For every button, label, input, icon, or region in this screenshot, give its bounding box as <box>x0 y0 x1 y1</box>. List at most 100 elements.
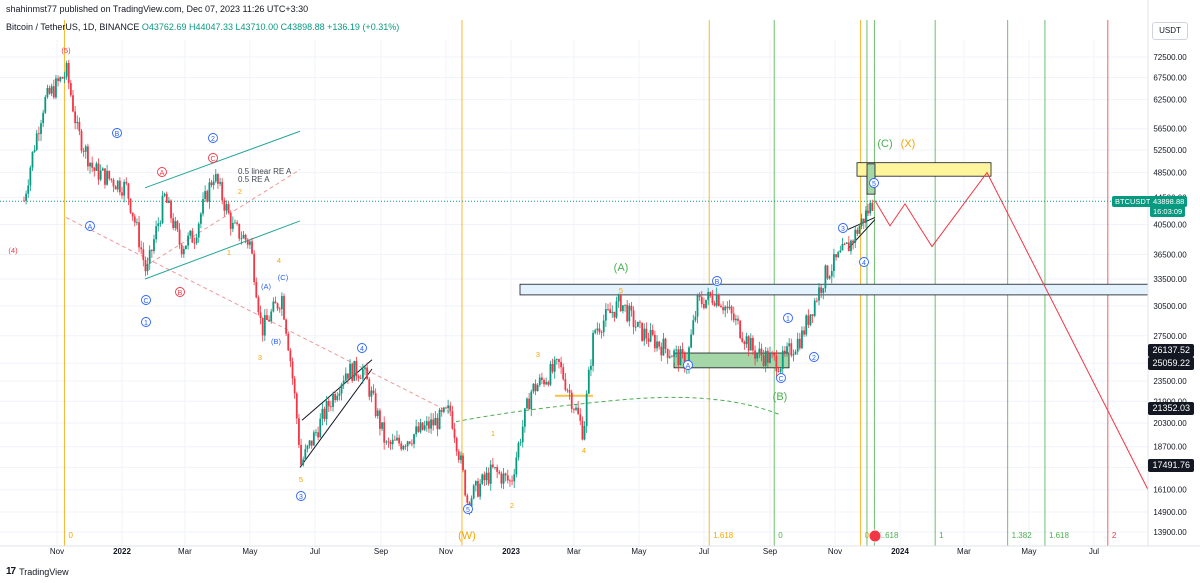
candle-body <box>673 350 675 357</box>
candle-body <box>869 202 872 214</box>
y-tick-label: 40500.00 <box>1153 220 1187 229</box>
candle-body <box>240 238 243 240</box>
candle-body <box>95 163 98 171</box>
candle-body <box>566 389 569 391</box>
wave-label: 2 <box>238 187 242 196</box>
candle-body <box>383 422 386 443</box>
y-tick-label: 33500.00 <box>1153 275 1187 284</box>
candle-body <box>368 379 371 397</box>
candle-body <box>413 434 415 444</box>
candle-body <box>285 319 288 334</box>
candle-body <box>52 86 55 98</box>
candle-body <box>376 410 379 416</box>
candle-body <box>796 338 799 352</box>
candle-body <box>611 311 614 314</box>
candle-body <box>421 422 424 430</box>
annotation-label: 0.5 linear RE A <box>238 167 292 176</box>
candle-body <box>419 422 422 432</box>
candle-body <box>860 218 863 227</box>
candle-body <box>624 304 626 306</box>
candle-body <box>185 245 187 250</box>
wave-label: 3 <box>841 226 845 233</box>
candle-body <box>630 305 633 311</box>
candle-body <box>404 446 407 447</box>
candle-body <box>291 361 294 379</box>
currency-button[interactable]: USDT <box>1152 22 1188 40</box>
y-tick-label: 21900.00 <box>1153 397 1187 406</box>
candle-body <box>231 222 234 229</box>
wave-label: 5 <box>872 181 876 188</box>
candle-body <box>666 348 669 358</box>
candle-body <box>681 349 684 354</box>
wave-label: 4 <box>582 446 586 455</box>
axes: 72500.00 67500.00 62500.00 56500.00 52500.00… <box>0 0 1200 556</box>
candle-body <box>155 226 158 240</box>
candle-body <box>745 336 748 345</box>
candle-body <box>500 473 503 484</box>
candle-body <box>204 191 207 199</box>
candle-body <box>101 168 104 171</box>
fib-time-label: 1.618 <box>713 531 734 540</box>
wave-label: (C) <box>877 138 892 150</box>
candle-body <box>410 443 413 445</box>
candle-body <box>425 421 428 426</box>
candle-body <box>779 368 782 372</box>
candle-body <box>564 379 567 390</box>
candle-body <box>828 276 831 279</box>
y-tick-label: 27500.00 <box>1153 332 1187 341</box>
candle-body <box>396 437 398 441</box>
brand: 17 TradingView <box>6 566 69 577</box>
candle-body <box>698 295 701 298</box>
candle-body <box>187 235 189 246</box>
symbol-tag: BTCUSDT <box>1112 196 1154 207</box>
candle-body <box>212 181 215 186</box>
candle-body <box>342 380 345 385</box>
candle-body <box>449 405 452 412</box>
candle-body <box>423 425 426 430</box>
candle-body <box>349 363 351 379</box>
candle-body <box>472 485 475 499</box>
candle-body <box>308 440 311 446</box>
wave-circle <box>776 373 786 383</box>
candle-body <box>466 495 469 503</box>
candle-body <box>515 457 518 475</box>
candle-body <box>528 398 531 410</box>
candle-body <box>786 346 788 353</box>
candle-body <box>393 439 396 441</box>
wave-circle <box>859 257 869 267</box>
candle-body <box>153 239 155 251</box>
channel-upper <box>144 130 301 189</box>
candle-body <box>737 318 739 321</box>
x-tick-label: Mar <box>178 547 192 556</box>
candle-body <box>438 409 441 430</box>
change-value: +136.19 (+0.31%) <box>327 22 400 32</box>
candle-body <box>581 420 584 440</box>
wave-circle <box>683 360 693 370</box>
candle-body <box>268 319 270 322</box>
candle-body <box>607 309 609 310</box>
candle-body <box>29 167 32 186</box>
candle-body <box>257 297 260 313</box>
candle-body <box>632 310 635 328</box>
x-tick-label: May <box>1021 547 1036 556</box>
candle-body <box>428 421 430 429</box>
candle-body <box>180 244 183 255</box>
candle-body <box>55 78 57 98</box>
candle-body <box>327 400 330 407</box>
x-tick-label: Sep <box>763 547 778 556</box>
candle-body <box>596 328 599 331</box>
candle-body <box>406 441 409 447</box>
candle-body <box>182 249 185 255</box>
candle-body <box>140 247 143 250</box>
candle-body <box>72 95 74 112</box>
candle-body <box>80 131 83 151</box>
y-tick-label: 48500.00 <box>1153 169 1187 178</box>
candle-body <box>634 326 637 328</box>
candle-body <box>771 353 774 354</box>
candle-body <box>705 299 707 308</box>
wave-label: A <box>686 363 691 370</box>
candle-body <box>711 295 714 304</box>
candle-body <box>587 369 590 394</box>
